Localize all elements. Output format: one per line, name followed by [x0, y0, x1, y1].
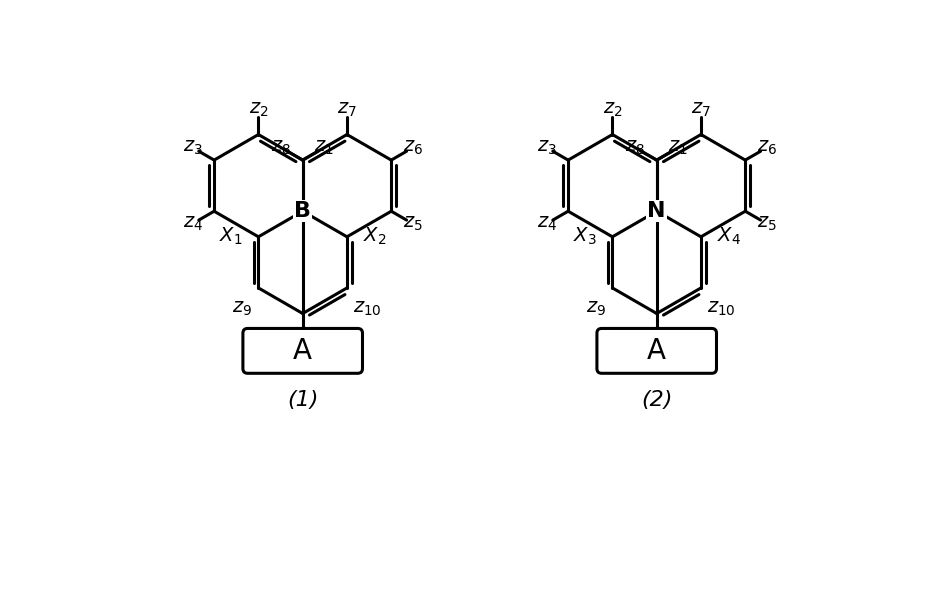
- Text: $X_3$: $X_3$: [573, 226, 596, 248]
- Text: $z_9$: $z_9$: [587, 299, 607, 318]
- Text: $z_6$: $z_6$: [756, 139, 777, 158]
- Text: $z_3$: $z_3$: [537, 139, 557, 158]
- FancyBboxPatch shape: [597, 329, 716, 373]
- Text: $z_4$: $z_4$: [536, 214, 557, 233]
- FancyBboxPatch shape: [243, 329, 362, 373]
- Text: $z_1$: $z_1$: [314, 139, 334, 158]
- Text: (2): (2): [641, 390, 672, 410]
- Text: $z_9$: $z_9$: [232, 299, 253, 318]
- Text: N: N: [648, 201, 665, 221]
- Text: A: A: [293, 337, 313, 365]
- Text: $z_{10}$: $z_{10}$: [353, 299, 382, 318]
- Text: $z_7$: $z_7$: [691, 101, 710, 120]
- Text: $z_6$: $z_6$: [402, 139, 422, 158]
- Text: $z_2$: $z_2$: [249, 101, 269, 120]
- Text: $z_8$: $z_8$: [271, 139, 291, 158]
- Text: $z_2$: $z_2$: [603, 101, 622, 120]
- Text: B: B: [294, 201, 311, 221]
- Text: $X_4$: $X_4$: [717, 226, 740, 248]
- Text: $z_5$: $z_5$: [402, 214, 422, 233]
- Text: (1): (1): [287, 390, 318, 410]
- Text: $z_{10}$: $z_{10}$: [707, 299, 736, 318]
- Text: A: A: [647, 337, 666, 365]
- Text: $z_3$: $z_3$: [183, 139, 203, 158]
- Text: $z_7$: $z_7$: [337, 101, 357, 120]
- Text: $z_4$: $z_4$: [183, 214, 203, 233]
- Text: $X_2$: $X_2$: [363, 226, 387, 248]
- Text: $X_1$: $X_1$: [219, 226, 242, 248]
- Text: $z_1$: $z_1$: [668, 139, 688, 158]
- Text: $z_8$: $z_8$: [625, 139, 646, 158]
- Text: $z_5$: $z_5$: [756, 214, 777, 233]
